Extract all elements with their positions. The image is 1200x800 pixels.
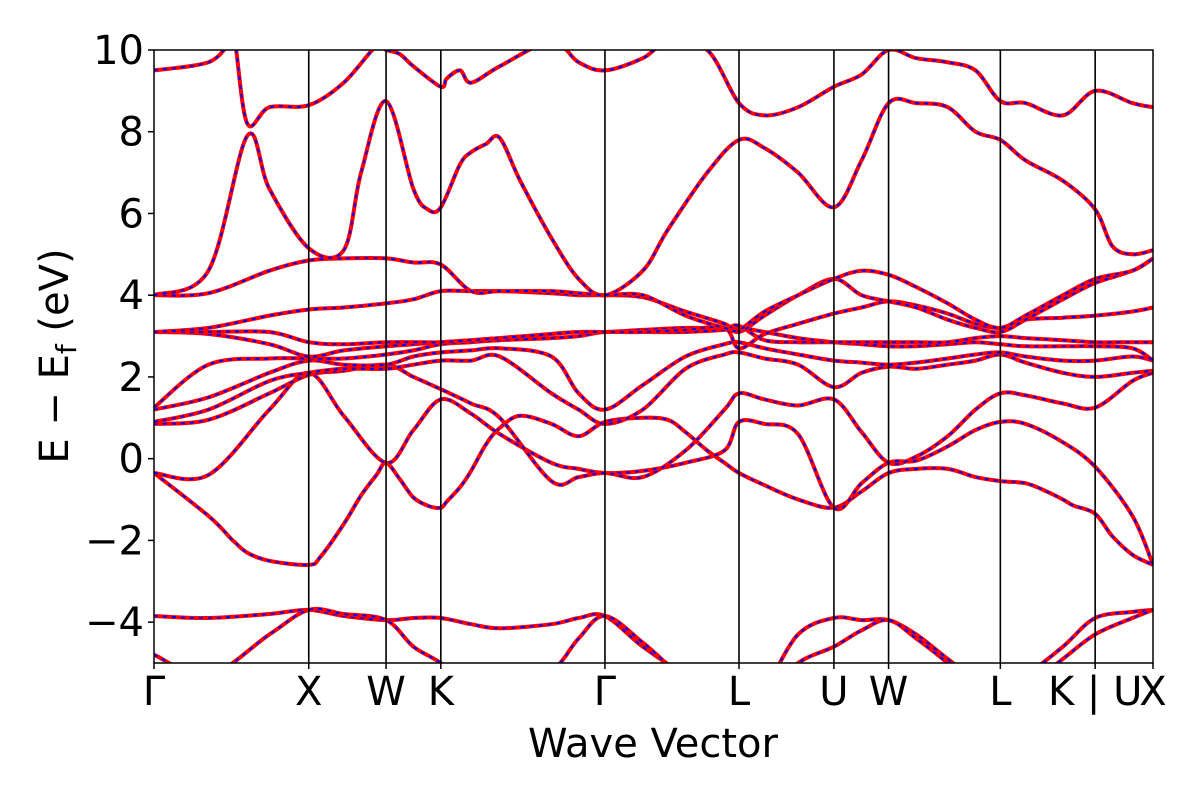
- band-line-solid-9: [154, 256, 1153, 334]
- band-line-dashed-2: [154, 363, 1153, 486]
- y-axis-label: E − Ef (eV): [32, 248, 83, 463]
- y-tick-label: 0: [119, 437, 144, 483]
- x-tick-label: Γ: [594, 669, 617, 715]
- x-tick-label: Γ: [143, 669, 166, 715]
- y-axis-label-subscript: f: [50, 343, 83, 354]
- band-line-solid-0: [154, 413, 1153, 568]
- band-line-dashed-1: [154, 371, 1153, 566]
- x-tick-label: K: [428, 669, 456, 715]
- band-line-dashed-3: [154, 351, 1153, 425]
- y-axis-label-main: E − E: [32, 354, 78, 464]
- y-axis-label-unit: (eV): [32, 248, 78, 344]
- band-line-solid-8: [154, 256, 1153, 335]
- x-tick-label: X: [295, 669, 322, 715]
- band-line-solid-11: [154, 50, 1153, 129]
- y-tick-label: 6: [119, 191, 144, 237]
- band-lines: [154, 50, 1153, 663]
- x-tick-label: W: [366, 669, 406, 715]
- x-tick-label: U: [819, 669, 848, 715]
- plot-frame: [153, 49, 1154, 664]
- band-line-dashed-8: [154, 257, 1153, 334]
- y-tick-label: 10: [93, 28, 144, 74]
- x-tick-label: W: [869, 669, 909, 715]
- x-tick-label: X: [1139, 669, 1166, 715]
- y-axis-ticks: −4 −2 0 2 4 6 8 10: [85, 28, 154, 646]
- band-line-dashed-9: [154, 257, 1153, 333]
- band-line-dashed-11: [154, 50, 1153, 128]
- y-tick-label: 2: [119, 355, 144, 401]
- y-tick-label: −4: [85, 600, 144, 646]
- x-tick-label: L: [728, 669, 751, 715]
- band-line-dashed-10: [154, 97, 1153, 297]
- high-symmetry-lines: [307, 50, 1096, 663]
- y-tick-label: 8: [119, 110, 144, 156]
- x-tick-label: K | U: [1048, 669, 1142, 715]
- band-line-dashed-0: [154, 414, 1153, 567]
- band-line-solid-10: [154, 96, 1153, 298]
- y-tick-label: −2: [85, 518, 144, 564]
- band-line-solid-2: [154, 362, 1153, 487]
- x-axis-label: Wave Vector: [528, 721, 779, 767]
- x-tick-label: L: [989, 669, 1012, 715]
- y-tick-label: 4: [119, 273, 144, 319]
